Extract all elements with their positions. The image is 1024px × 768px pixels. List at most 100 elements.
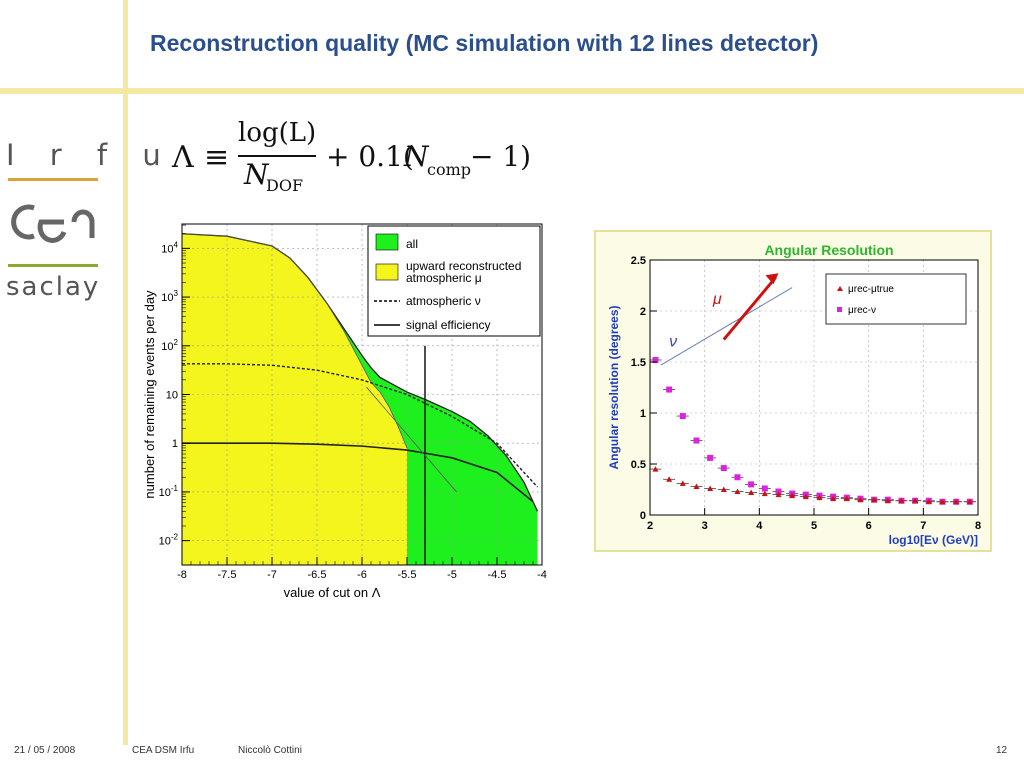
y-axis-label: Angular resolution (degrees) — [607, 305, 621, 469]
y-tick-label: 0.5 — [631, 459, 646, 471]
y-tick-label: 2.5 — [631, 255, 646, 267]
y-tick-label: 10-1 — [159, 484, 179, 499]
series-atm-nu-line — [182, 363, 539, 488]
x-tick-label: 6 — [866, 520, 872, 532]
mu-point — [652, 466, 659, 472]
nu-point — [761, 485, 768, 492]
cea-logo — [11, 204, 95, 243]
legend-swatch — [375, 233, 399, 251]
y-tick-label: 1.5 — [631, 357, 646, 369]
x-tick-label: 2 — [647, 520, 653, 532]
header-divider — [0, 88, 1024, 94]
mu-point — [775, 491, 782, 498]
logo-divider-orange — [8, 178, 98, 181]
x-tick-label: -8 — [177, 569, 187, 581]
y-tick-label: 103 — [161, 289, 178, 304]
mu-point — [802, 493, 809, 500]
y-tick-label: 1 — [172, 438, 178, 450]
mu-point — [912, 497, 919, 504]
legend-box — [825, 273, 967, 325]
x-axis-label: log10[Eν (GeV)] — [889, 533, 978, 547]
mu-arrow-head — [765, 273, 779, 285]
mu-point — [761, 490, 768, 497]
legend-nu-marker — [837, 307, 842, 312]
nu-point — [652, 356, 659, 363]
nu-point — [707, 454, 714, 461]
mu-point — [789, 492, 796, 499]
y-tick-label: 1 — [640, 408, 646, 420]
nu-point — [748, 481, 755, 488]
saclay-logo: saclay — [6, 272, 101, 302]
fit-guide-line — [366, 386, 457, 493]
formula-lhs: Λ — [172, 140, 194, 175]
mu-direction-arrow — [722, 276, 777, 341]
mu-point — [843, 495, 850, 502]
footer-org: CEA DSM Irfu — [132, 745, 195, 756]
lambda-formula: Λ ≡ log(L) N DOF + 0.1( N comp − 1) — [172, 118, 552, 198]
mu-annotation: μ — [712, 291, 722, 308]
y-tick-label: 102 — [161, 338, 178, 353]
y-axis-label: number of remaining events per day — [142, 290, 157, 499]
x-tick-label: 7 — [920, 520, 926, 532]
events-per-day-chart: -8 -7.5 -7 -6.5 -6 -5.5 -5 -4.5 -410410310210110… — [142, 223, 547, 600]
mu-point — [693, 483, 700, 489]
footer-date: 21 / 05 / 2008 — [14, 745, 76, 756]
fraction-bar — [238, 155, 316, 157]
y-tick-label: 10-2 — [159, 533, 179, 548]
x-tick-label: -5.5 — [398, 569, 417, 581]
left-accent-line — [123, 0, 128, 745]
nu-point — [734, 474, 741, 481]
x-tick-label: -4.5 — [488, 569, 507, 581]
y-tick-label: 2 — [640, 306, 646, 318]
mu-point — [720, 486, 727, 492]
mu-point — [925, 498, 932, 505]
nu-point — [693, 437, 700, 444]
series-atm-mu-area — [182, 233, 407, 565]
irfu-logo: I r f u — [6, 138, 174, 172]
x-tick-label: 4 — [756, 520, 763, 532]
nu-point — [775, 488, 782, 495]
series-atm-mu-outline — [181, 233, 408, 449]
legend-label: atmospheric μ — [406, 271, 482, 285]
formula-denominator-sub: DOF — [266, 176, 304, 195]
nu-point — [720, 465, 727, 472]
legend-mu-label: μrec-μtrue — [848, 284, 894, 295]
mu-point — [857, 496, 864, 503]
mu-point — [966, 498, 973, 505]
x-tick-label: -4 — [537, 569, 547, 581]
legend-label: signal efficiency — [406, 318, 491, 332]
x-tick-label: 5 — [811, 520, 817, 532]
mu-point — [666, 476, 673, 482]
mu-point — [830, 495, 837, 502]
slide-title: Reconstruction quality (MC simulation wi… — [150, 30, 819, 56]
formula-numerator: log(L) — [238, 118, 317, 148]
footer-author: Niccolò Cottini — [238, 745, 302, 756]
legend-swatch — [375, 263, 399, 281]
x-axis-label: value of cut on Λ — [284, 585, 381, 600]
formula-equiv: ≡ — [204, 140, 230, 175]
x-tick-label: -7 — [267, 569, 277, 581]
x-tick-label: -5 — [447, 569, 457, 581]
page-number: 12 — [996, 745, 1008, 756]
formula-tail-a: + 0.1( — [326, 140, 414, 173]
x-tick-label: -7.5 — [218, 569, 237, 581]
mu-point — [953, 498, 960, 505]
legend-mu-marker — [837, 286, 843, 291]
formula-tail-n: N — [404, 140, 429, 173]
y-tick-label: 104 — [161, 240, 178, 255]
mu-point — [679, 480, 686, 486]
x-tick-label: -6 — [357, 569, 367, 581]
nu-direction-line — [660, 287, 793, 366]
x-tick-label: 8 — [975, 520, 981, 532]
mu-point — [884, 497, 891, 504]
x-tick-label: -6.5 — [308, 569, 327, 581]
series-signal-efficiency-line — [182, 442, 534, 503]
legend-label: upward reconstructed — [406, 259, 521, 273]
y-tick-label: 0 — [640, 510, 646, 522]
angular-resolution-chart: μ ν 2 3 4 5 6 7 8 0 0.5 1 1.5 2 2.5 Angular Resolution… — [594, 230, 992, 552]
nu-point — [679, 413, 686, 420]
mu-point — [898, 497, 905, 504]
legend-nu-label: μrec-ν — [848, 305, 876, 316]
y-tick-label: 10 — [166, 390, 178, 402]
formula-tail-b: − 1) — [470, 140, 532, 173]
